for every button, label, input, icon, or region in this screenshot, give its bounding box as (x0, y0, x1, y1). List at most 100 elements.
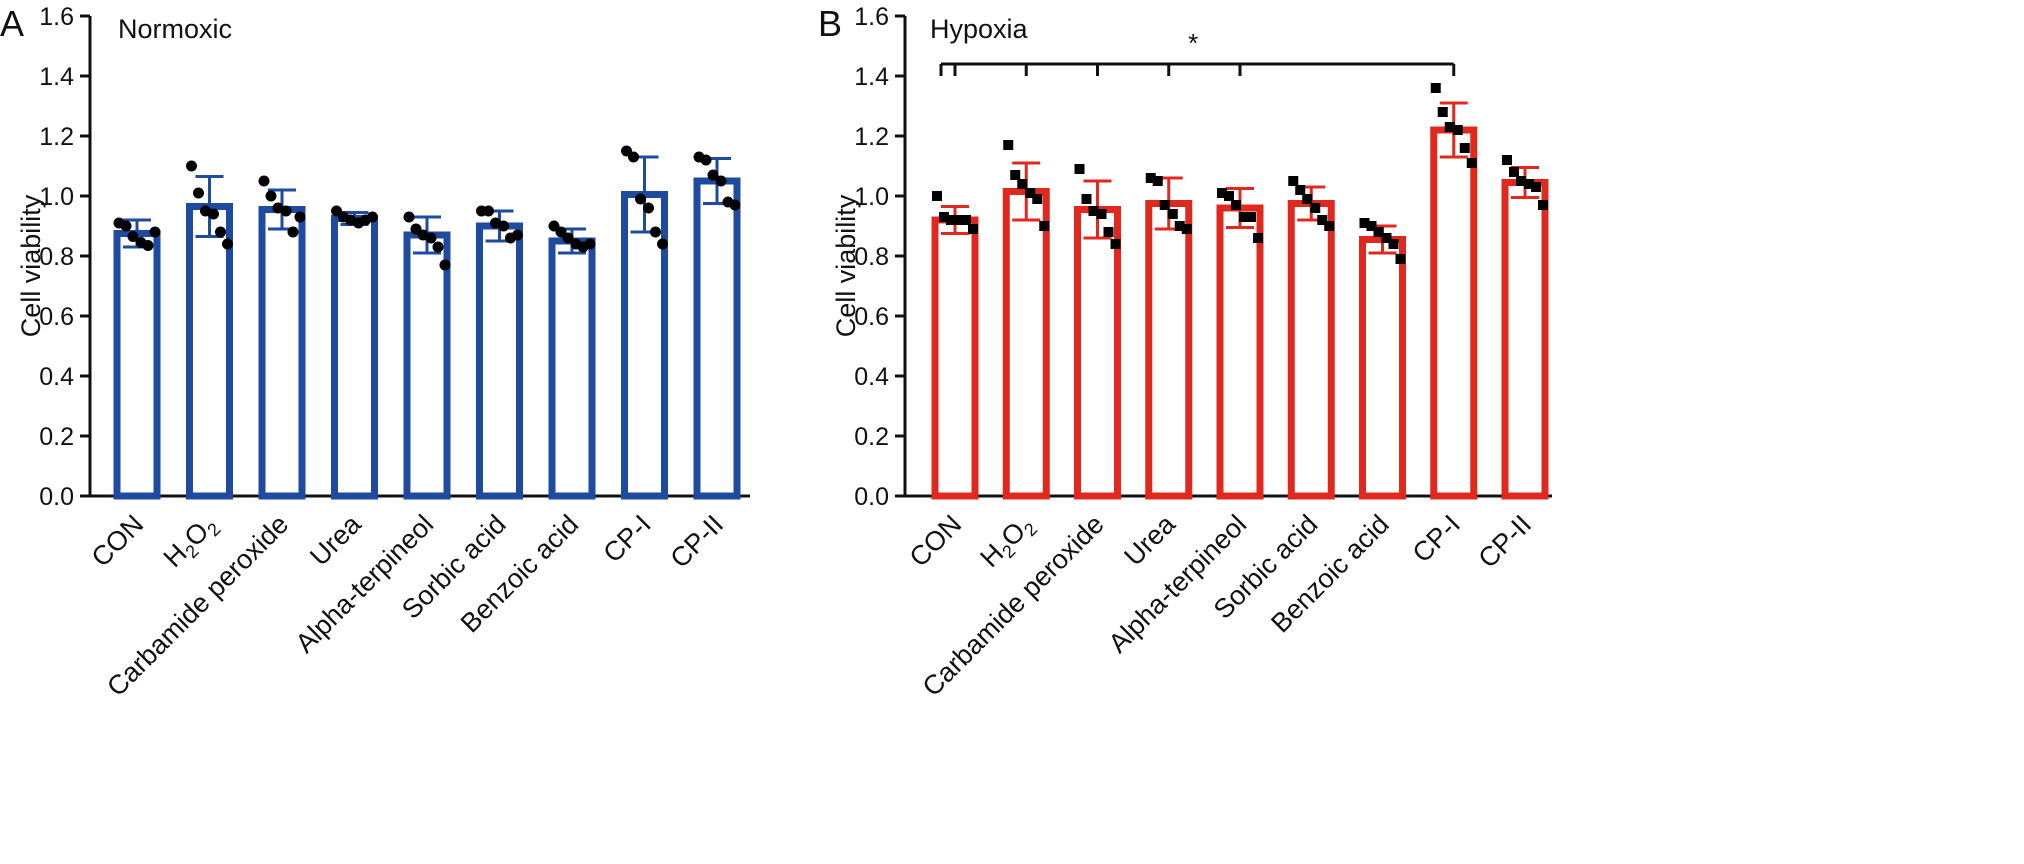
data-point (954, 215, 964, 225)
data-point (432, 241, 444, 253)
data-point (287, 226, 299, 238)
data-point (280, 205, 292, 217)
y-tick-label: 0.4 (854, 363, 889, 391)
data-point (635, 193, 646, 205)
bar-alpha-terpineol (1216, 204, 1264, 500)
y-tick-label: 0.0 (39, 483, 74, 511)
data-point (222, 238, 233, 250)
data-point (1253, 233, 1263, 243)
data-point (127, 231, 139, 242)
data-point (1025, 188, 1036, 198)
data-point (1430, 83, 1441, 93)
y-tick-label: 1.6 (854, 3, 889, 31)
data-point (643, 202, 654, 214)
data-point (1302, 194, 1313, 204)
data-point (1295, 185, 1306, 195)
data-point (208, 208, 219, 220)
data-point (1103, 227, 1114, 237)
data-point (1167, 209, 1178, 219)
y-axis-title: Cell viability (831, 194, 861, 337)
category-label-cp-ii: CP-II (1473, 509, 1538, 574)
data-point (1003, 140, 1014, 150)
category-label-cp-ii: CP-II (665, 509, 730, 574)
data-point (1152, 176, 1163, 186)
y-tick-label: 0.0 (854, 483, 889, 511)
data-point (120, 220, 132, 232)
data-point (700, 154, 712, 166)
data-point (1088, 206, 1099, 216)
bar-carbamide-peroxide (258, 206, 306, 500)
y-tick-label: 1.4 (39, 63, 74, 91)
data-point (946, 215, 956, 225)
data-point (258, 175, 270, 187)
panel-letter: B (818, 3, 842, 44)
data-point (650, 226, 661, 238)
y-tick-label: 0.8 (854, 243, 889, 271)
data-point (1452, 125, 1463, 135)
y-axis-title: Cell viability (16, 194, 46, 337)
data-point (1437, 107, 1448, 117)
data-point (1444, 122, 1455, 132)
significance-star: * (1188, 28, 1198, 58)
panel-letter: A (0, 3, 24, 44)
data-point (1217, 188, 1227, 198)
data-point (628, 151, 639, 163)
data-point (562, 232, 574, 244)
data-point (1074, 164, 1085, 174)
data-point (1159, 200, 1170, 210)
bar-sorbic-acid (476, 222, 523, 500)
data-point (1310, 203, 1321, 213)
y-tick-label: 0.2 (39, 423, 74, 451)
y-tick-label: 0.8 (39, 243, 74, 271)
bar-benzoic-acid (548, 237, 596, 500)
data-point (1174, 221, 1185, 231)
bar-alpha-terpineol (403, 231, 451, 500)
data-point (1010, 170, 1021, 180)
data-point (657, 238, 668, 250)
bar-cp-i (1430, 126, 1478, 500)
y-tick-label: 1.2 (854, 123, 889, 151)
data-point (1231, 200, 1241, 210)
bar-cp-ii (693, 177, 741, 500)
data-point (715, 175, 727, 187)
data-point (1017, 179, 1028, 189)
data-point (1459, 143, 1470, 153)
data-point (1145, 173, 1156, 183)
bar-cp-i (621, 191, 668, 500)
data-point (498, 220, 509, 232)
data-point (215, 226, 226, 238)
data-point (483, 205, 494, 217)
category-label-urea: Urea (1118, 508, 1181, 571)
significance-bracket (939, 62, 1456, 76)
data-point (425, 232, 437, 244)
y-tick-label: 0.6 (854, 303, 889, 331)
bar-urea (1145, 200, 1193, 500)
data-point (729, 199, 741, 211)
data-point (1366, 221, 1377, 231)
bar-h2o2 (186, 203, 233, 500)
data-point (932, 191, 942, 201)
data-point (1324, 221, 1335, 231)
data-point (1317, 215, 1328, 225)
data-point (1381, 233, 1392, 243)
data-point (1531, 182, 1541, 192)
data-point (1502, 155, 1512, 165)
data-point (1224, 191, 1234, 201)
bar-con (113, 230, 161, 500)
data-point (1096, 209, 1107, 219)
data-point (294, 211, 306, 223)
data-point (1538, 200, 1548, 210)
data-point (142, 240, 154, 251)
bar-h2o2 (1002, 188, 1050, 500)
data-point (1239, 212, 1249, 222)
category-label-con: CON (904, 509, 968, 573)
bar-con (931, 216, 979, 500)
y-tick-label: 0.6 (39, 303, 74, 331)
data-point (367, 211, 378, 223)
bar-cp-ii (1501, 179, 1549, 500)
data-point (149, 226, 161, 238)
data-point (512, 229, 523, 241)
data-point (1524, 179, 1534, 189)
